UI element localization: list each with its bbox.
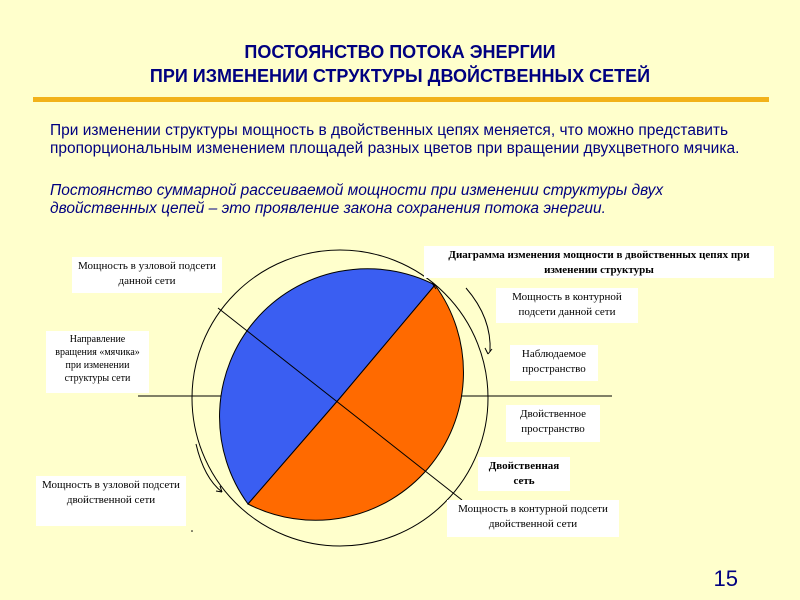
label-contour-power-dual: Мощность в контурной подсети двойственно… (447, 500, 619, 537)
diagram-caption: Диаграмма изменения мощности в двойствен… (424, 246, 774, 278)
label-node-power-given: Мощность в узловой подсети данной сети (72, 257, 222, 293)
paragraph-conservation: Постоянство суммарной рассеиваемой мощно… (50, 182, 664, 217)
paragraph-rotation: При изменении структуры мощность в двойс… (50, 122, 740, 157)
label-contour-power-given: Мощность в контурной подсети данной сети (496, 288, 638, 323)
diagonal-line (217, 307, 463, 501)
stray-dot (191, 530, 193, 532)
rotation-arc-top (465, 287, 491, 353)
title-line-2: ПРИ ИЗМЕНЕНИИ СТРУКТУРЫ ДВОЙСТВЕННЫХ СЕТ… (149, 66, 651, 86)
label-node-power-dual: Мощность в узловой подсети двойственной … (36, 476, 186, 526)
rotation-arrow-top-icon (484, 347, 493, 355)
label-dual-network: Двойственная сеть (478, 457, 570, 491)
label-dual-space: Двойственное пространство (506, 405, 600, 442)
page-number: 15 (713, 566, 738, 591)
label-rotation-direction: Направление вращения «мячика» при измене… (46, 331, 149, 393)
rotation-arc-bottom (195, 443, 223, 493)
blue-sector (219, 268, 436, 505)
title-line-1: ПОСТОЯНСТВО ПОТОКА ЭНЕРГИИ (244, 42, 556, 62)
slide-title: ПОСТОЯНСТВО ПОТОКА ЭНЕРГИИ ПРИ ИЗМЕНЕНИИ… (0, 40, 800, 88)
rotation-arrow-bottom-icon (215, 485, 223, 493)
title-divider (33, 97, 769, 102)
ball-outline (191, 249, 489, 547)
boundary-tick (431, 282, 437, 290)
label-observable-space: Наблюдаемое пространство (510, 345, 598, 381)
orange-sector (247, 284, 464, 521)
